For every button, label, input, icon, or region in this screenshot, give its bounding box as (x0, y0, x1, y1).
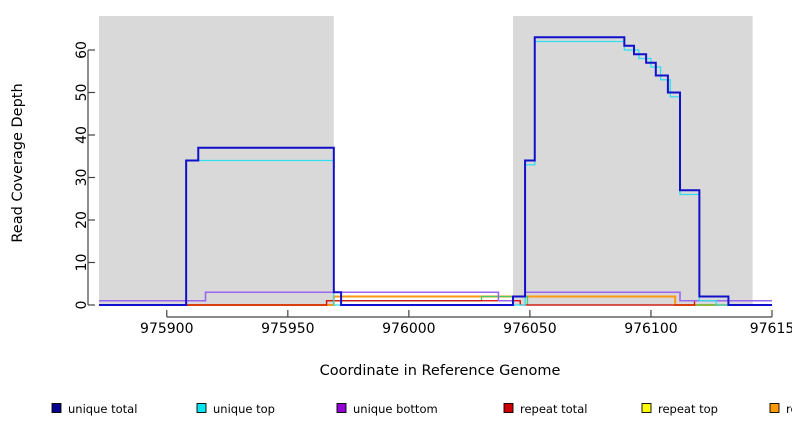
x-tick-label: 976050 (503, 321, 556, 337)
y-tick-label: 50 (74, 84, 90, 102)
legend-label: unique bottom (353, 402, 438, 416)
legend-swatch-unique-top (196, 403, 207, 413)
coverage-series-layer (99, 36, 772, 306)
legend-swatch-unique-bottom (336, 403, 347, 413)
legend-item-unique-bottom[interactable]: unique bottom (336, 402, 438, 416)
x-tick-label: 97615 (750, 321, 792, 337)
legend-item-repeat-bottom[interactable]: repeat bottom (769, 402, 792, 416)
legend-swatch-unique-total (51, 403, 62, 413)
x-tick-label: 976000 (382, 321, 435, 337)
legend-swatch-repeat-bottom (769, 403, 780, 413)
axis-layer: 0 10 20 30 40 50 60 975900 975950 976000 976050 976… (74, 41, 792, 337)
legend-label: unique top (213, 402, 275, 416)
repeat-region-right (512, 16, 753, 305)
x-axis-title: Coordinate in Reference Genome (320, 363, 561, 379)
x-tick-label: 975950 (261, 321, 314, 337)
y-tick-label: 60 (74, 41, 90, 59)
legend-item-unique-top[interactable]: unique top (196, 402, 275, 416)
y-tick-label: 0 (74, 301, 90, 310)
y-tick-label: 40 (74, 126, 90, 144)
y-tick-label: 10 (74, 254, 90, 272)
x-tick-label: 976100 (624, 321, 677, 337)
legend-item-unique-total[interactable]: unique total (51, 402, 137, 416)
legend-label: repeat total (520, 402, 587, 416)
legend-swatch-repeat-top (641, 403, 652, 413)
y-axis-title: Read Coverage Depth (10, 83, 26, 242)
legend-label: repeat top (658, 402, 718, 416)
legend-label: unique total (68, 402, 137, 416)
y-tick-label: 20 (74, 211, 90, 229)
chart-legend: unique total unique top unique bottom repea… (51, 402, 792, 416)
legend-item-repeat-top[interactable]: repeat top (641, 402, 718, 416)
legend-swatch-repeat-total (503, 403, 514, 413)
x-tick-label: 975900 (140, 321, 193, 337)
series-unique-total (99, 36, 772, 306)
legend-item-repeat-total[interactable]: repeat total (503, 402, 587, 416)
y-tick-label: 30 (74, 169, 90, 187)
legend-label: repeat bottom (786, 402, 792, 416)
